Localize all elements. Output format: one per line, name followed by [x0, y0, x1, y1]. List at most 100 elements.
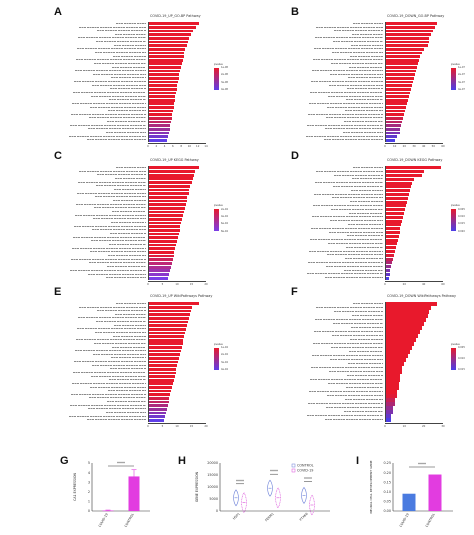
pathway-label-f — [295, 413, 383, 418]
pathway-label-d — [295, 237, 383, 242]
bar-c — [148, 239, 177, 243]
legend-label-a: 4e-08 — [221, 88, 228, 92]
bar-b — [385, 69, 416, 73]
pathway-label-f — [295, 373, 383, 378]
pathway-label-c — [58, 220, 146, 225]
x-axis-c — [148, 281, 206, 282]
y-tick-label-i: 0.05 — [383, 500, 391, 504]
bar-a — [148, 113, 173, 117]
significance-label-h: **** — [304, 476, 312, 481]
pathway-label-c — [58, 242, 146, 247]
violin-control — [301, 486, 307, 504]
legend-title-b: pvalue — [451, 62, 460, 66]
bar-a — [148, 26, 197, 29]
x-tick-label-b: 10 — [393, 145, 397, 148]
x-tick-label-e: 15 — [189, 425, 194, 428]
bar-a — [148, 84, 178, 87]
bar-e — [148, 342, 183, 346]
bar-d — [385, 272, 390, 276]
pathway-label-d — [295, 272, 383, 276]
bar-e — [148, 338, 184, 342]
bar-c — [148, 184, 191, 188]
bar-a — [148, 62, 182, 66]
x-tick-label-b: 30 — [412, 145, 416, 148]
chart-title-f: COVID-19_DOWN WikiPathways Pathway — [387, 294, 456, 298]
pathway-label-a — [58, 119, 146, 124]
legend-label-a: 3e-08 — [221, 80, 228, 84]
bar-c — [148, 247, 176, 251]
pathway-label-c — [58, 272, 146, 276]
x-tick-label-a: 0 — [147, 145, 149, 148]
bar-f — [385, 302, 438, 306]
pathway-label-e — [58, 396, 146, 400]
pathway-label-b — [295, 68, 383, 73]
panel-d: D COVID-19_DOWN KEGG Pathway 0 20 40 60 pvalue… — [237, 150, 474, 294]
pathway-label-e — [58, 327, 146, 331]
legend-label-b: 1e-07 — [458, 66, 465, 70]
x-tick-label-b: 20 — [402, 145, 406, 148]
pathway-label-c — [58, 187, 146, 192]
y-axis-label-h: GENE EXPRESSION — [195, 471, 199, 502]
pathway-label-a — [58, 87, 146, 91]
pathway-label-c — [58, 228, 146, 232]
pathway-label-d — [295, 184, 383, 189]
pathway-label-f — [295, 325, 383, 330]
bar-d — [385, 246, 396, 250]
legend-swatch-h — [291, 468, 296, 473]
pathway-label-a — [58, 50, 146, 55]
bar-b — [385, 26, 436, 29]
pathway-label-c — [58, 191, 146, 195]
pathway-label-c — [58, 202, 146, 207]
pathway-label-f — [295, 313, 383, 318]
bar-d — [385, 181, 413, 185]
bar-e — [148, 306, 193, 309]
bar-d — [385, 223, 402, 227]
bar-a — [148, 120, 172, 124]
bar-c — [148, 195, 188, 199]
pathway-label-e — [58, 385, 146, 389]
pathway-label-f — [295, 405, 383, 410]
x-tick-label-a: 6 — [172, 145, 174, 148]
pathway-label-a — [58, 137, 146, 142]
pathway-label-d — [295, 177, 383, 181]
x-tick-label-c: 15 — [189, 283, 194, 286]
bar-d — [385, 242, 397, 246]
y-tick-label-h: 10000 — [207, 485, 218, 489]
pathway-label-f — [295, 345, 383, 350]
y-tick-label-i: 0.10 — [383, 490, 391, 494]
pathway-label-b — [295, 101, 383, 106]
bar-a — [148, 80, 179, 84]
pathway-label-a — [58, 54, 146, 58]
bar-c — [148, 273, 170, 276]
legend-title-a: pvalue — [214, 62, 223, 66]
panel-letter-g: G — [60, 455, 69, 467]
legend-title-d: pvalue — [451, 204, 460, 208]
panel-i-chart: 0.00 0.05 0.10 0.15 0.20 0.25 NEURAL CELL DEVE… — [369, 460, 453, 528]
bar-e — [148, 364, 178, 367]
bar-a — [148, 29, 194, 33]
y-axis-label-g: CA1 EXPRESSION — [73, 473, 77, 501]
y-tick-label-g: 4 — [88, 471, 90, 475]
bar-a — [148, 109, 173, 113]
pathway-label-a — [58, 72, 146, 77]
bar-b — [385, 40, 429, 44]
x-tick-label-c: 20 — [204, 283, 208, 286]
bar-e — [148, 407, 167, 411]
pathway-label-b — [295, 119, 383, 124]
bar-e — [148, 375, 175, 378]
bar-b — [385, 127, 401, 131]
pathway-label-e — [58, 352, 146, 357]
bar-c — [148, 236, 178, 240]
pathway-label-a — [58, 39, 146, 44]
bar-a — [148, 58, 183, 62]
bar-i — [428, 474, 442, 511]
y-tick-label-h: 5000 — [209, 497, 218, 501]
pathway-label-a — [58, 79, 146, 84]
bar-c — [148, 232, 179, 236]
bar-d — [385, 250, 395, 253]
bar-b — [385, 109, 406, 113]
legend-gradient-f — [451, 347, 456, 370]
pathway-label-b — [295, 116, 383, 120]
pathway-label-d — [295, 207, 383, 212]
bar-b — [385, 58, 419, 62]
